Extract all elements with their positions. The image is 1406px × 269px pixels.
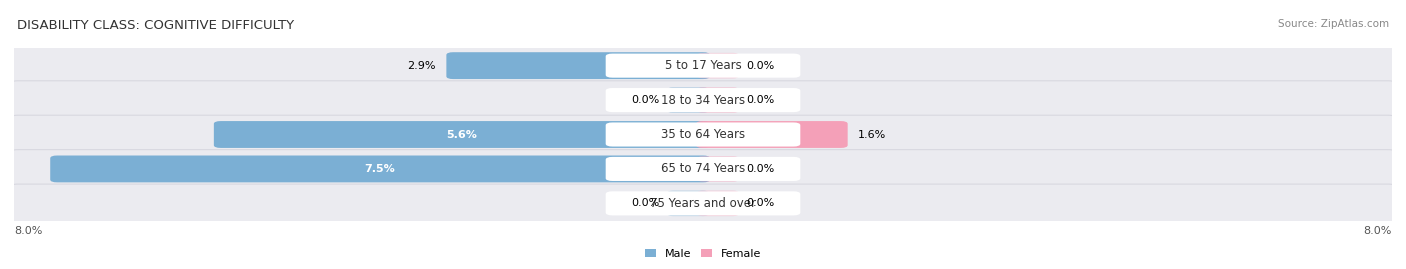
FancyBboxPatch shape <box>668 191 709 216</box>
FancyBboxPatch shape <box>697 53 738 78</box>
Text: 7.5%: 7.5% <box>364 164 395 174</box>
FancyBboxPatch shape <box>606 54 800 78</box>
Text: 0.0%: 0.0% <box>747 198 775 208</box>
FancyBboxPatch shape <box>8 184 1398 223</box>
Text: 0.0%: 0.0% <box>747 164 775 174</box>
Text: 75 Years and over: 75 Years and over <box>650 197 756 210</box>
Text: 0.0%: 0.0% <box>747 95 775 105</box>
FancyBboxPatch shape <box>696 121 848 148</box>
FancyBboxPatch shape <box>8 115 1398 154</box>
Text: 2.9%: 2.9% <box>408 61 436 71</box>
Text: 65 to 74 Years: 65 to 74 Years <box>661 162 745 175</box>
Text: 18 to 34 Years: 18 to 34 Years <box>661 94 745 107</box>
FancyBboxPatch shape <box>8 150 1398 188</box>
Text: 8.0%: 8.0% <box>1364 226 1392 236</box>
Text: 5 to 17 Years: 5 to 17 Years <box>665 59 741 72</box>
FancyBboxPatch shape <box>51 155 710 182</box>
Text: 0.0%: 0.0% <box>631 198 659 208</box>
FancyBboxPatch shape <box>214 121 710 148</box>
FancyBboxPatch shape <box>697 156 738 182</box>
Text: 0.0%: 0.0% <box>631 95 659 105</box>
Text: 8.0%: 8.0% <box>14 226 42 236</box>
Text: DISABILITY CLASS: COGNITIVE DIFFICULTY: DISABILITY CLASS: COGNITIVE DIFFICULTY <box>17 19 294 32</box>
FancyBboxPatch shape <box>606 122 800 147</box>
Legend: Male, Female: Male, Female <box>641 244 765 263</box>
Text: 5.6%: 5.6% <box>447 129 477 140</box>
FancyBboxPatch shape <box>8 81 1398 119</box>
FancyBboxPatch shape <box>697 87 738 113</box>
FancyBboxPatch shape <box>606 157 800 181</box>
FancyBboxPatch shape <box>606 88 800 112</box>
FancyBboxPatch shape <box>606 191 800 215</box>
Text: Source: ZipAtlas.com: Source: ZipAtlas.com <box>1278 19 1389 29</box>
FancyBboxPatch shape <box>697 191 738 216</box>
FancyBboxPatch shape <box>8 46 1398 85</box>
Text: 35 to 64 Years: 35 to 64 Years <box>661 128 745 141</box>
FancyBboxPatch shape <box>668 87 709 113</box>
Text: 0.0%: 0.0% <box>747 61 775 71</box>
FancyBboxPatch shape <box>446 52 710 79</box>
Text: 1.6%: 1.6% <box>858 129 886 140</box>
